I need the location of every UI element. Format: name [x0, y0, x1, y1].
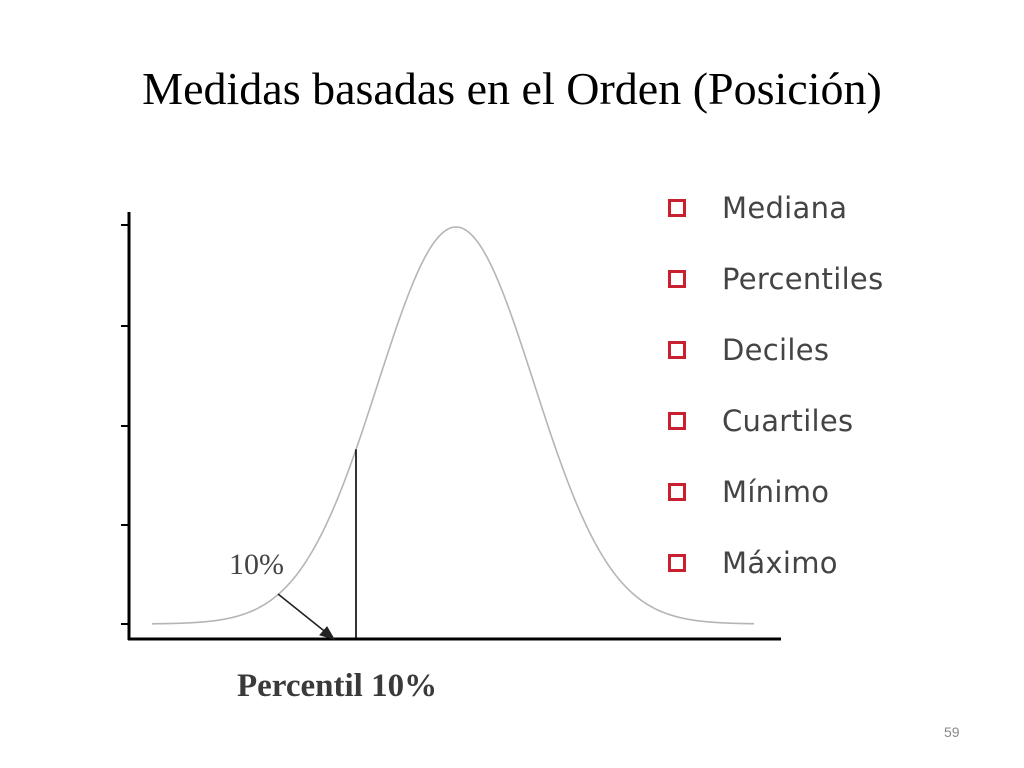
bullet-item-cuartiles: Cuartiles: [668, 385, 883, 456]
bullet-label: Mediana: [722, 190, 848, 225]
bullet-label: Máximo: [722, 545, 838, 580]
figure-caption: Percentil 10%: [237, 668, 438, 704]
arrow-icon: [277, 593, 336, 640]
bullet-item-minimo: Mínimo: [668, 456, 883, 527]
hollow-square-icon: [668, 340, 686, 359]
bullet-label: Mínimo: [722, 474, 830, 509]
slide-title: Medidas basadas en el Orden (Posición): [142, 63, 882, 114]
hollow-square-icon: [668, 553, 686, 572]
bullet-item-deciles: Deciles: [668, 314, 883, 385]
bullet-label: Cuartiles: [722, 403, 854, 438]
bullet-list: Mediana Percentiles Deciles Cuartiles Mí…: [668, 172, 883, 598]
bullet-item-percentiles: Percentiles: [668, 243, 883, 314]
bullet-label: Percentiles: [722, 261, 884, 296]
bell-curve: [151, 226, 755, 625]
percent-label: 10%: [229, 548, 284, 581]
hollow-square-icon: [668, 411, 686, 430]
bullet-label: Deciles: [722, 332, 830, 367]
hollow-square-icon: [668, 482, 686, 501]
bullet-item-mediana: Mediana: [668, 172, 883, 243]
bullet-item-maximo: Máximo: [668, 527, 883, 598]
page-number: 59: [944, 724, 960, 740]
y-axis-ticks: [121, 224, 129, 625]
hollow-square-icon: [668, 198, 686, 217]
hollow-square-icon: [668, 269, 686, 288]
